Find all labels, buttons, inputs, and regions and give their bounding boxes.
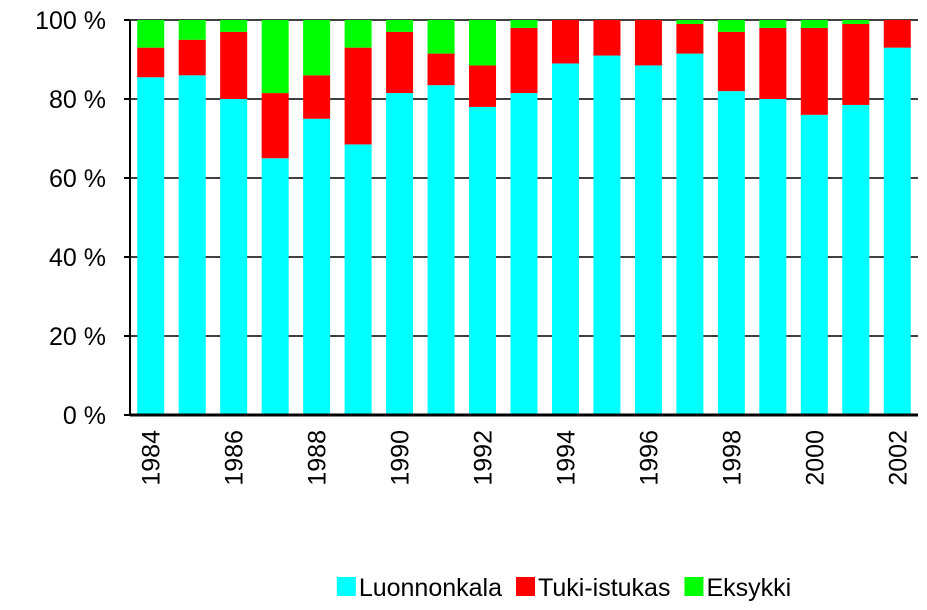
bar-segment bbox=[427, 20, 455, 54]
bar-segment bbox=[220, 20, 248, 32]
bar-segment bbox=[510, 27, 538, 94]
bar-segment bbox=[842, 104, 870, 416]
legend-swatch bbox=[336, 577, 356, 596]
x-tick-label: 2000 bbox=[801, 430, 829, 486]
bar-segment bbox=[469, 65, 497, 107]
bar-segment bbox=[178, 39, 206, 76]
bar-segment bbox=[386, 20, 414, 32]
bar-segment bbox=[717, 91, 745, 415]
legend-swatch bbox=[684, 577, 704, 596]
bar-segment bbox=[800, 114, 828, 416]
bar-segment bbox=[220, 31, 248, 100]
y-tick-label: 80 % bbox=[49, 86, 106, 114]
legend-label: Eksykki bbox=[706, 574, 791, 602]
bar-segment bbox=[303, 20, 331, 76]
bar-segment bbox=[676, 53, 704, 415]
legend-swatch bbox=[516, 577, 536, 596]
bar-segment bbox=[551, 20, 579, 64]
bar-segment bbox=[593, 20, 621, 56]
bar-segment bbox=[551, 63, 579, 415]
bar-segment bbox=[634, 20, 662, 66]
bar-segment bbox=[510, 93, 538, 415]
bar-segment bbox=[178, 20, 206, 40]
legend-label: Tuki-istukas bbox=[538, 574, 670, 602]
bar-segment bbox=[759, 99, 787, 415]
bar-segment bbox=[510, 20, 538, 28]
bar-segment bbox=[593, 55, 621, 416]
bar-segment bbox=[676, 23, 704, 54]
bar-segment bbox=[842, 20, 870, 24]
bar-segment bbox=[427, 85, 455, 416]
bar-segment bbox=[676, 20, 704, 24]
bar-segment bbox=[759, 27, 787, 99]
x-tick-label: 1986 bbox=[221, 430, 249, 486]
x-tick-label: 1990 bbox=[387, 430, 415, 486]
bar-segment bbox=[344, 47, 372, 145]
y-tick-label: 40 % bbox=[49, 244, 106, 272]
x-tick-label: 1984 bbox=[138, 430, 166, 486]
bar-segment bbox=[261, 20, 289, 94]
bar-segment bbox=[883, 47, 911, 416]
bar-segment bbox=[883, 20, 911, 48]
bar-segment bbox=[427, 53, 455, 86]
bar-segment bbox=[800, 27, 828, 115]
x-tick-label: 1998 bbox=[718, 430, 746, 486]
x-tick-label: 1988 bbox=[304, 430, 332, 486]
bar-segment bbox=[137, 20, 165, 48]
bar-segment bbox=[344, 144, 372, 416]
bar-segment bbox=[261, 93, 289, 159]
x-tick-label: 1994 bbox=[552, 430, 580, 486]
y-tick-label: 100 % bbox=[35, 7, 106, 35]
bar-segment bbox=[469, 106, 497, 416]
y-tick-label: 20 % bbox=[49, 323, 106, 351]
bar-segment bbox=[220, 99, 248, 415]
y-tick-label: 0 % bbox=[63, 402, 106, 430]
bar-segment bbox=[344, 20, 372, 48]
x-tick-label: 1996 bbox=[635, 430, 663, 486]
bar-segment bbox=[137, 77, 165, 416]
bar-segment bbox=[800, 20, 828, 28]
bar-segment bbox=[759, 20, 787, 28]
bar-segment bbox=[717, 20, 745, 32]
bar-segment bbox=[717, 31, 745, 92]
bar-segment bbox=[137, 47, 165, 78]
bar-segment bbox=[303, 75, 331, 119]
bar-segment bbox=[386, 31, 414, 94]
bar-segment bbox=[386, 93, 414, 415]
bar-segment bbox=[634, 65, 662, 416]
x-tick-label: 2002 bbox=[884, 430, 912, 486]
bar-segment bbox=[178, 75, 206, 416]
bar-segment bbox=[303, 118, 331, 415]
y-tick-label: 60 % bbox=[49, 165, 106, 193]
x-tick-label: 1992 bbox=[470, 430, 498, 486]
bar-segment bbox=[842, 23, 870, 105]
bar-segment bbox=[469, 20, 497, 66]
bar-segment bbox=[261, 158, 289, 415]
legend-label: Luonnonkala bbox=[359, 574, 502, 602]
